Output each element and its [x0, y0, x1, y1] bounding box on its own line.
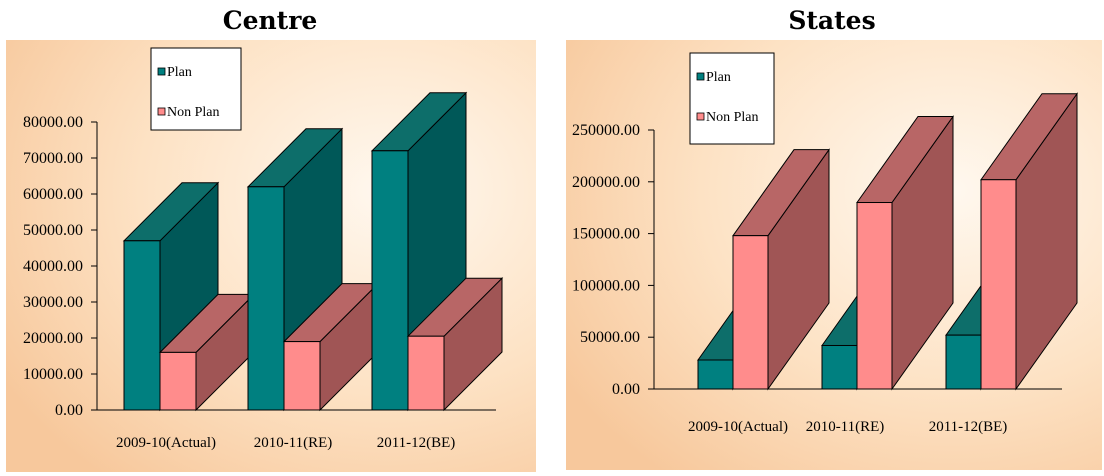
nonplan-bar	[159, 351, 197, 411]
legend-plan-label: Plan	[706, 70, 731, 85]
nonplan-bar	[407, 335, 445, 411]
plan-bar	[371, 150, 409, 411]
centre-panel: Centre 0.00 10000.00 20000.00 30000.00 40000…	[0, 0, 540, 476]
legend-nonplan-label: Non Plan	[706, 110, 759, 125]
legend-nonplan-label: Non Plan	[167, 105, 220, 120]
legend-nonplan-swatch	[157, 107, 166, 116]
nonplan-bar	[856, 202, 893, 390]
legend-box	[689, 52, 775, 145]
legend-nonplan-swatch	[696, 112, 705, 121]
states-panel: States 0.00 50000.00 100000.00 150000.00 200…	[560, 0, 1104, 476]
plan-bar	[697, 359, 734, 390]
y-tick-label: 70000.00	[23, 150, 83, 167]
states-panel-title: States	[788, 6, 876, 35]
legend-plan-label: Plan	[167, 65, 192, 80]
plan-bar	[945, 334, 982, 390]
x-tick-label: 2011-12(BE)	[377, 435, 456, 451]
y-tick-label: 10000.00	[23, 366, 83, 383]
plan-bar	[123, 240, 161, 411]
y-tick-label: 40000.00	[23, 258, 83, 275]
y-tick-label: 150000.00	[572, 226, 640, 243]
nonplan-bar	[283, 341, 321, 411]
y-tick-label: 30000.00	[23, 294, 83, 311]
centre-chart: 0.00 10000.00 20000.00 30000.00 40000.00 5000…	[6, 40, 536, 472]
y-tick-label: 50000.00	[23, 222, 83, 239]
x-tick-label: 2010-11(RE)	[254, 435, 333, 451]
y-tick-label: 0.00	[612, 381, 640, 398]
nonplan-bar	[980, 179, 1017, 390]
plan-bar	[821, 344, 858, 390]
legend-plan-swatch	[696, 72, 705, 81]
x-tick-label: 2009-10(Actual)	[688, 419, 788, 435]
legend-box	[150, 47, 242, 131]
y-tick-label: 80000.00	[23, 114, 83, 131]
x-tick-label: 2009-10(Actual)	[116, 435, 216, 451]
y-tick-label: 250000.00	[572, 122, 640, 139]
plan-bar	[247, 186, 285, 411]
y-tick-label: 20000.00	[23, 330, 83, 347]
y-tick-label: 200000.00	[572, 174, 640, 191]
y-tick-label: 50000.00	[580, 329, 640, 346]
states-chart: 0.00 50000.00 100000.00 150000.00 200000.00 2…	[566, 40, 1102, 470]
x-tick-label: 2010-11(RE)	[806, 419, 885, 435]
x-tick-label: 2011-12(BE)	[929, 419, 1008, 435]
y-tick-label: 100000.00	[572, 277, 640, 294]
y-tick-label: 0.00	[55, 402, 83, 419]
legend-plan-swatch	[157, 67, 166, 76]
y-tick-label: 60000.00	[23, 186, 83, 203]
nonplan-bar	[732, 235, 769, 390]
centre-panel-title: Centre	[222, 6, 318, 35]
